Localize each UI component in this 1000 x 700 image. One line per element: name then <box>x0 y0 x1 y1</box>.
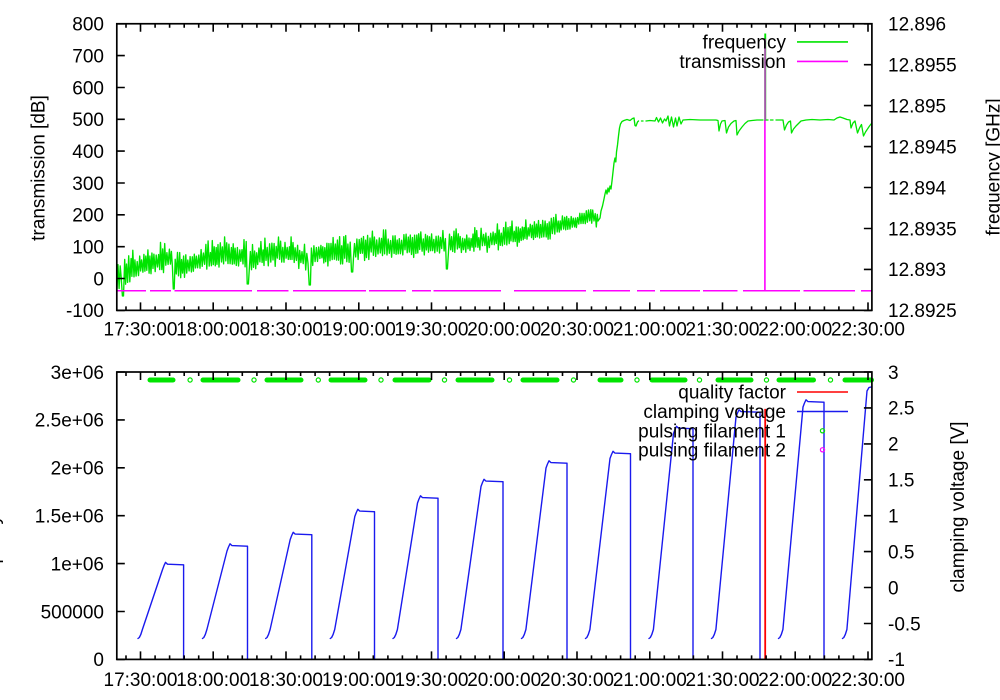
svg-text:3: 3 <box>888 363 899 384</box>
svg-text:19:30:00: 19:30:00 <box>395 320 469 341</box>
svg-text:2.5: 2.5 <box>888 399 914 420</box>
svg-text:-0.5: -0.5 <box>888 614 921 635</box>
svg-text:21:30:00: 21:30:00 <box>686 670 760 691</box>
svg-text:22:30:00: 22:30:00 <box>831 670 905 691</box>
svg-text:frequency: frequency <box>703 33 787 54</box>
svg-text:2e+06: 2e+06 <box>51 459 104 480</box>
svg-text:21:00:00: 21:00:00 <box>613 320 687 341</box>
svg-text:-100: -100 <box>66 301 104 322</box>
svg-text:2.5e+06: 2.5e+06 <box>35 411 104 432</box>
svg-text:-1: -1 <box>888 650 905 671</box>
svg-text:12.895: 12.895 <box>888 96 946 117</box>
svg-text:18:30:00: 18:30:00 <box>249 320 323 341</box>
svg-text:quality factor: quality factor <box>0 461 4 569</box>
svg-text:22:00:00: 22:00:00 <box>758 320 832 341</box>
svg-text:17:30:00: 17:30:00 <box>104 670 178 691</box>
svg-text:22:00:00: 22:00:00 <box>758 670 832 691</box>
svg-text:1.5: 1.5 <box>888 471 914 492</box>
svg-text:3e+06: 3e+06 <box>51 363 104 384</box>
svg-text:20:30:00: 20:30:00 <box>540 670 614 691</box>
svg-text:200: 200 <box>72 206 104 227</box>
svg-text:0: 0 <box>888 578 899 599</box>
svg-text:100: 100 <box>72 238 104 259</box>
svg-text:pulsing filament 2: pulsing filament 2 <box>638 440 786 461</box>
svg-text:12.8945: 12.8945 <box>888 137 957 158</box>
svg-text:700: 700 <box>72 46 104 67</box>
svg-text:300: 300 <box>72 174 104 195</box>
svg-text:18:00:00: 18:00:00 <box>176 320 250 341</box>
svg-text:19:00:00: 19:00:00 <box>322 670 396 691</box>
svg-text:20:00:00: 20:00:00 <box>467 320 541 341</box>
svg-text:clamping voltage: clamping voltage <box>643 402 786 423</box>
svg-text:pulsing filament 1: pulsing filament 1 <box>638 421 786 442</box>
svg-text:19:30:00: 19:30:00 <box>395 670 469 691</box>
svg-text:12.896: 12.896 <box>888 15 946 36</box>
svg-text:12.8955: 12.8955 <box>888 56 957 77</box>
svg-text:1.5e+06: 1.5e+06 <box>35 507 104 528</box>
svg-text:12.893: 12.893 <box>888 260 946 281</box>
svg-text:transmission [dB]: transmission [dB] <box>29 95 50 241</box>
svg-text:600: 600 <box>72 78 104 99</box>
svg-text:1e+06: 1e+06 <box>51 554 104 575</box>
svg-text:21:00:00: 21:00:00 <box>613 670 687 691</box>
svg-text:500000: 500000 <box>41 602 104 623</box>
svg-text:clamping voltage [V]: clamping voltage [V] <box>948 421 969 592</box>
svg-text:12.8925: 12.8925 <box>888 301 957 322</box>
svg-text:17:30:00: 17:30:00 <box>104 320 178 341</box>
svg-text:quality factor: quality factor <box>678 383 786 404</box>
svg-text:0: 0 <box>93 650 104 671</box>
svg-text:20:00:00: 20:00:00 <box>467 670 541 691</box>
svg-text:frequency [GHz]: frequency [GHz] <box>984 98 1000 235</box>
svg-text:2: 2 <box>888 435 899 456</box>
svg-text:800: 800 <box>72 15 104 36</box>
svg-text:18:00:00: 18:00:00 <box>176 670 250 691</box>
svg-text:12.894: 12.894 <box>888 178 947 199</box>
svg-text:12.8935: 12.8935 <box>888 219 957 240</box>
svg-text:0.5: 0.5 <box>888 542 914 563</box>
svg-text:22:30:00: 22:30:00 <box>831 320 905 341</box>
svg-text:500: 500 <box>72 110 104 131</box>
svg-text:transmission: transmission <box>679 52 786 73</box>
svg-text:20:30:00: 20:30:00 <box>540 320 614 341</box>
svg-text:18:30:00: 18:30:00 <box>249 670 323 691</box>
svg-text:1: 1 <box>888 507 899 528</box>
svg-text:21:30:00: 21:30:00 <box>686 320 760 341</box>
svg-text:400: 400 <box>72 142 104 163</box>
svg-text:19:00:00: 19:00:00 <box>322 320 396 341</box>
svg-text:0: 0 <box>93 269 104 290</box>
